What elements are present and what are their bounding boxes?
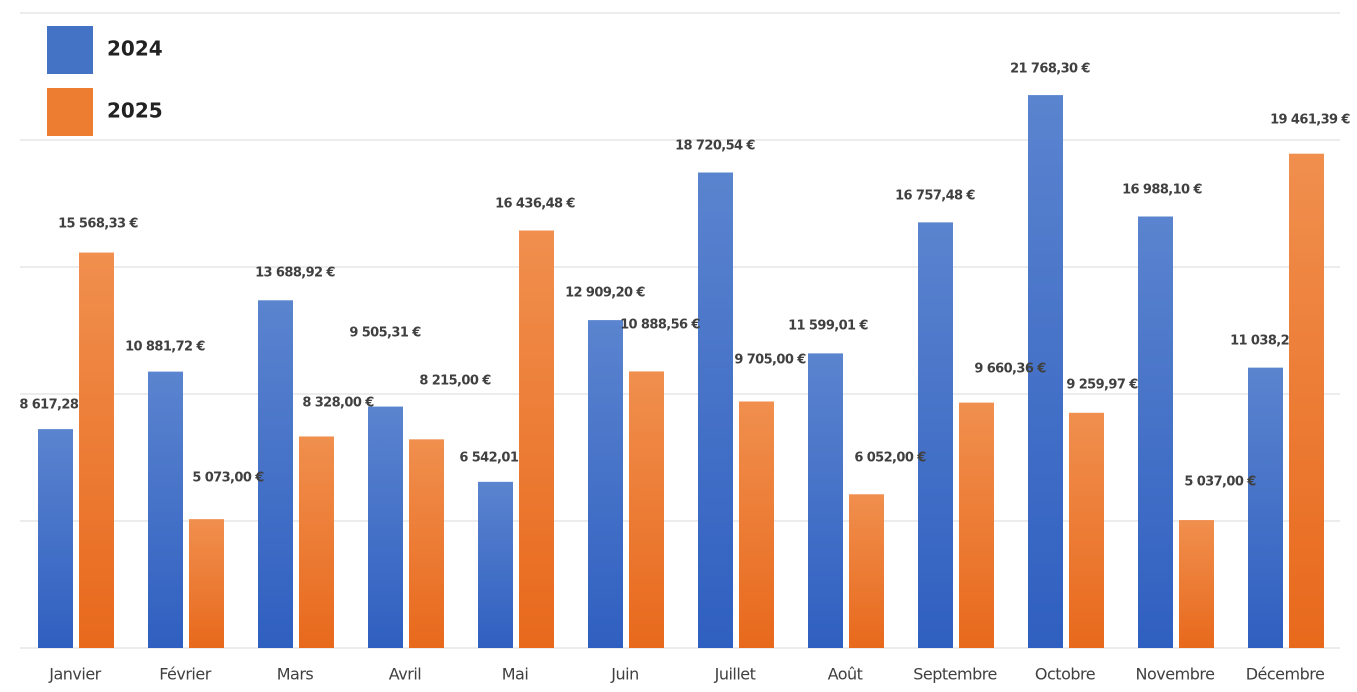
x-tick-label: Novembre (1136, 665, 1215, 684)
x-tick-label: Mai (502, 665, 529, 684)
data-label: 12 909,20 € (565, 286, 645, 301)
x-tick-label: Septembre (913, 665, 997, 684)
bar (1248, 367, 1283, 648)
bar (38, 429, 73, 648)
bar (698, 172, 733, 648)
bar (739, 401, 774, 648)
data-label: 11 599,01 € (788, 319, 868, 334)
bar (189, 519, 224, 648)
x-tick-label: Janvier (48, 665, 101, 684)
data-label: 18 720,54 € (675, 139, 755, 154)
data-label: 8 328,00 € (302, 396, 374, 411)
x-tick-label: Août (828, 665, 863, 684)
bar (1289, 153, 1324, 648)
data-label: 6 052,00 € (854, 451, 926, 466)
data-label: 8 215,00 € (419, 374, 491, 389)
data-label: 10 888,56 € (620, 318, 700, 333)
data-label: 19 461,39 € (1270, 113, 1350, 128)
bar (478, 481, 513, 648)
data-label: 9 660,36 € (974, 362, 1046, 377)
bar (1138, 216, 1173, 648)
bar (299, 436, 334, 648)
x-tick-label: Février (159, 665, 212, 684)
bar (1179, 520, 1214, 648)
data-label: 5 073,00 € (192, 471, 264, 486)
legend-label: 2025 (107, 99, 163, 123)
data-label: 16 436,48 € (495, 197, 575, 212)
bar (629, 371, 664, 648)
x-tick-label: Avril (389, 665, 421, 684)
data-label: 16 757,48 € (895, 189, 975, 204)
bar (79, 252, 114, 648)
bar (258, 300, 293, 648)
data-label: 9 705,00 € (734, 353, 806, 368)
bar (959, 402, 994, 648)
x-tick-label: Décembre (1246, 665, 1325, 684)
data-label: 5 037,00 € (1184, 475, 1256, 490)
bar (808, 353, 843, 648)
data-label: 8 617,28 € (19, 398, 91, 413)
bar (519, 230, 554, 648)
legend-swatch (47, 26, 93, 74)
x-tick-label: Octobre (1035, 665, 1095, 684)
data-label: 16 988,10 € (1122, 183, 1202, 198)
bar (588, 320, 623, 648)
data-label: 13 688,92 € (255, 266, 335, 281)
data-label: 21 768,30 € (1010, 62, 1090, 77)
bar (148, 371, 183, 648)
legend-label: 2024 (107, 37, 163, 61)
x-tick-label: Mars (277, 665, 314, 684)
bar (849, 494, 884, 648)
bar (409, 439, 444, 648)
data-label: 15 568,33 € (58, 217, 138, 232)
data-label: 9 259,97 € (1066, 378, 1138, 393)
bar (368, 406, 403, 648)
data-label: 10 881,72 € (125, 340, 205, 355)
data-label: 6 542,01 € (459, 451, 531, 466)
x-tick-label: Juin (610, 665, 638, 684)
legend-swatch (47, 88, 93, 136)
data-label: 9 505,31 € (349, 326, 421, 341)
bar (1028, 95, 1063, 648)
bar (1069, 412, 1104, 648)
x-tick-label: Juillet (714, 665, 756, 684)
bar (918, 222, 953, 649)
